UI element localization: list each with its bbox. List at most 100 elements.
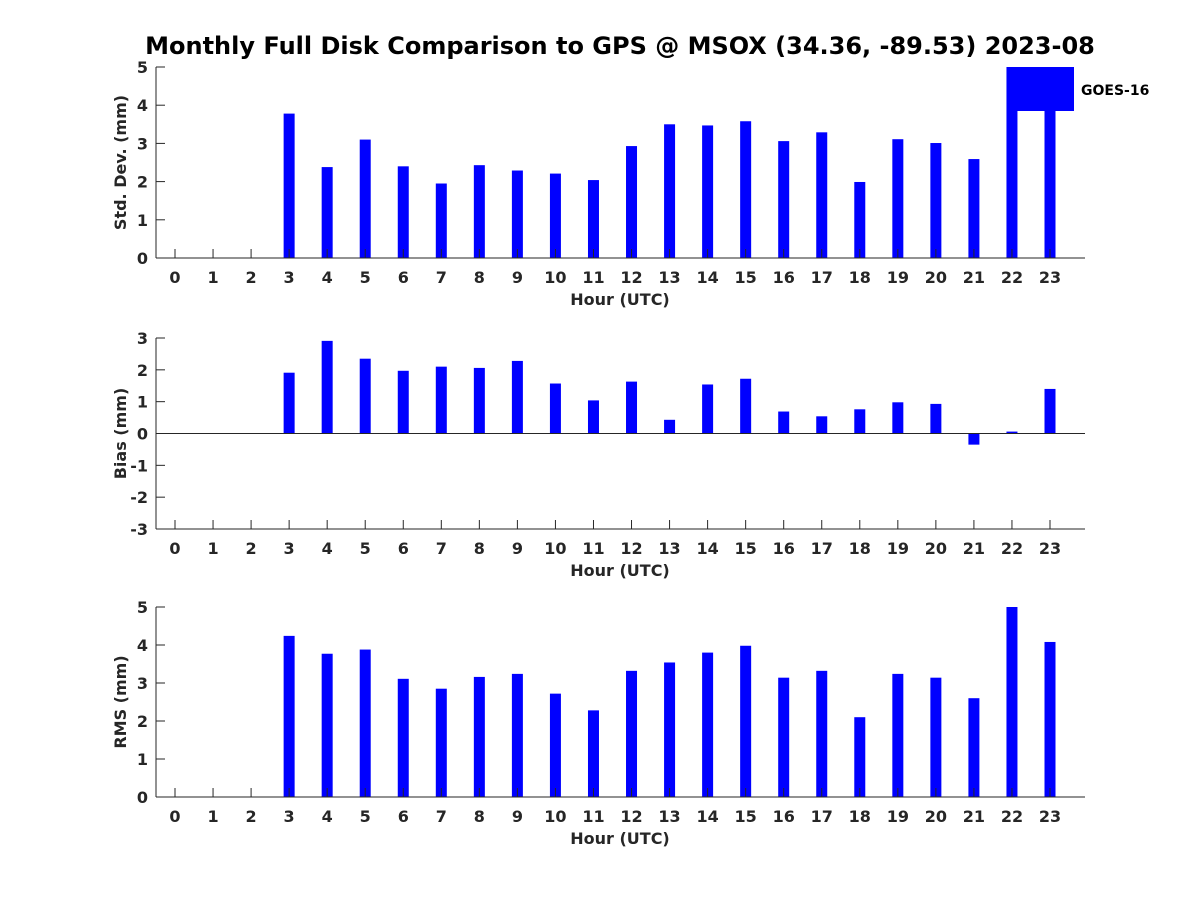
x-axis-label: Hour (UTC) [570,561,670,580]
x-tick-label: 2 [246,807,257,826]
x-tick-label: 11 [582,268,604,287]
bar-hour-4 [321,167,333,258]
bar-hour-13 [664,419,676,434]
x-tick-label: 13 [658,807,680,826]
x-tick-label: 9 [512,268,523,287]
x-tick-label: 22 [1001,539,1023,558]
bar-hour-8 [473,165,485,258]
x-tick-label: 7 [436,807,447,826]
bar-hour-16 [778,141,790,258]
y-tick-label: 2 [137,173,148,192]
x-tick-label: 10 [544,539,566,558]
x-tick-label: 7 [436,539,447,558]
bar-hour-7 [435,366,447,434]
y-axis-label: Std. Dev. (mm) [111,95,130,230]
x-tick-label: 21 [963,268,985,287]
x-tick-label: 14 [696,268,718,287]
y-tick-label: -2 [130,488,148,507]
x-tick-label: 8 [474,807,485,826]
bar-hour-11 [587,710,599,797]
bar-hour-20 [930,677,942,797]
x-tick-label: 2 [246,268,257,287]
x-tick-label: 14 [696,807,718,826]
bar-hour-16 [778,411,790,434]
bar-hour-13 [664,662,676,797]
x-tick-label: 5 [360,807,371,826]
bar-hour-6 [397,678,409,797]
bar-hour-14 [702,652,714,797]
bar-hour-20 [930,143,942,258]
x-tick-label: 12 [620,268,642,287]
y-tick-label: 2 [137,361,148,380]
x-tick-label: 7 [436,268,447,287]
x-tick-label: 4 [322,539,333,558]
x-tick-label: 4 [322,807,333,826]
y-tick-label: 0 [137,249,148,268]
x-tick-label: 5 [360,268,371,287]
bar-hour-13 [664,124,676,258]
bar-hour-22 [1006,67,1018,258]
x-tick-label: 22 [1001,807,1023,826]
x-tick-label: 19 [887,268,909,287]
bar-hour-19 [892,673,904,797]
legend-swatch [1008,67,1074,111]
y-tick-label: 1 [137,393,148,412]
bar-hour-6 [397,370,409,434]
bar-hour-18 [854,181,866,258]
y-axis-label: RMS (mm) [111,655,130,748]
bar-hour-12 [626,670,638,797]
x-tick-label: 0 [169,539,180,558]
y-tick-label: 1 [137,211,148,230]
x-tick-label: 13 [658,539,680,558]
bar-hour-11 [587,180,599,258]
x-axis-label: Hour (UTC) [570,829,670,848]
bar-hour-16 [778,677,790,797]
legend-label: GOES-16 [1081,83,1149,99]
x-tick-label: 16 [773,807,795,826]
x-tick-label: 20 [925,539,947,558]
y-tick-label: 3 [137,329,148,348]
x-tick-label: 3 [284,807,295,826]
bar-hour-7 [435,183,447,258]
y-tick-label: 3 [137,134,148,153]
bar-hour-15 [740,121,752,259]
x-tick-label: 16 [773,268,795,287]
x-tick-label: 0 [169,807,180,826]
x-tick-label: 20 [925,807,947,826]
bar-hour-5 [359,358,371,434]
x-tick-label: 11 [582,807,604,826]
bar-hour-15 [740,378,752,434]
x-tick-label: 10 [544,807,566,826]
x-tick-label: 17 [811,807,833,826]
x-tick-label: 15 [735,807,757,826]
y-tick-label: 4 [137,636,148,655]
bar-hour-8 [473,367,485,434]
x-tick-label: 19 [887,807,909,826]
bar-hour-14 [702,384,714,434]
bar-hour-20 [930,403,942,434]
bar-hour-14 [702,125,714,258]
x-tick-label: 21 [963,539,985,558]
bar-hour-4 [321,340,333,434]
y-tick-label: 0 [137,788,148,807]
x-tick-label: 17 [811,539,833,558]
x-tick-label: 2 [246,539,257,558]
bar-hour-8 [473,676,485,797]
bar-hour-7 [435,688,447,797]
x-tick-label: 17 [811,268,833,287]
bar-hour-12 [626,381,638,434]
x-tick-label: 14 [696,539,718,558]
x-tick-label: 13 [658,268,680,287]
bar-hour-19 [892,402,904,434]
bar-hour-22 [1006,431,1018,434]
x-tick-label: 23 [1039,268,1061,287]
bar-hour-19 [892,139,904,258]
x-tick-label: 9 [512,807,523,826]
y-tick-label: 1 [137,750,148,769]
y-tick-label: -1 [130,456,148,475]
x-tick-label: 1 [207,268,218,287]
